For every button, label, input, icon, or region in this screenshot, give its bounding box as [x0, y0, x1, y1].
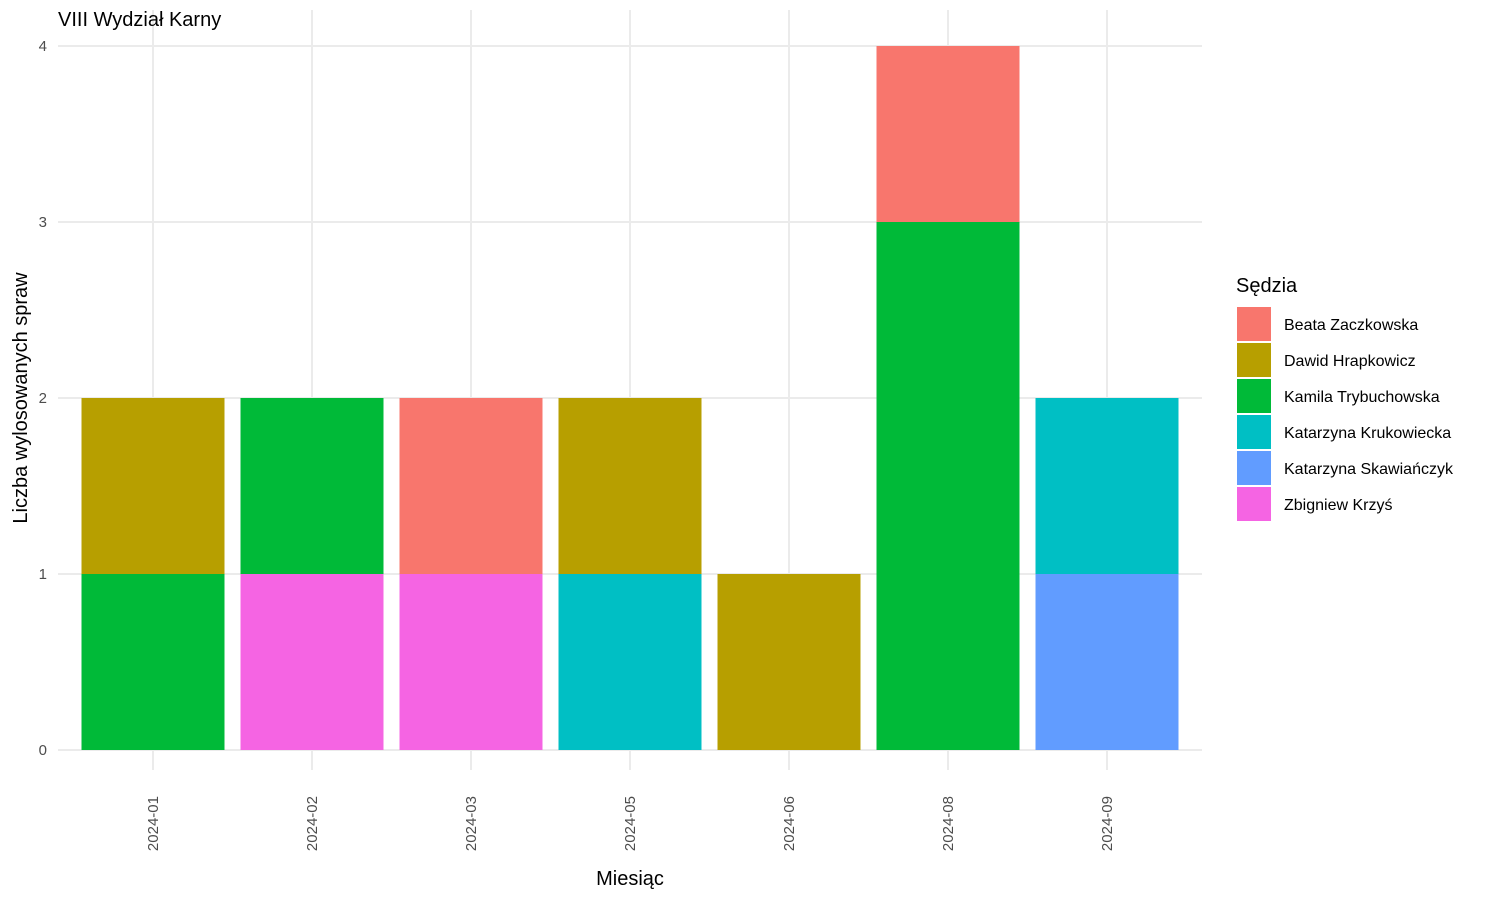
- legend-swatch: [1237, 307, 1271, 341]
- x-tick-label: 2024-09: [1099, 796, 1116, 851]
- x-axis-title: Miesiąc: [596, 868, 664, 890]
- x-tick-label: 2024-05: [622, 796, 639, 851]
- bar-segment: [717, 574, 861, 750]
- bar-segment: [876, 222, 1020, 750]
- bar-segment: [558, 398, 702, 574]
- legend-label: Dawid Hrapkowicz: [1284, 353, 1416, 370]
- y-tick-label: 1: [39, 566, 47, 583]
- legend-label: Kamila Trybuchowska: [1284, 389, 1440, 406]
- legend-label: Katarzyna Krukowiecka: [1284, 425, 1451, 442]
- legend-title: Sędzia: [1236, 275, 1298, 297]
- legend-swatch: [1237, 379, 1271, 413]
- y-tick-label: 4: [39, 38, 47, 55]
- legend-swatch: [1237, 451, 1271, 485]
- bar-segment: [399, 398, 543, 574]
- bar-segment: [876, 46, 1020, 222]
- bar-segment: [240, 574, 384, 750]
- legend-label: Beata Zaczkowska: [1284, 317, 1418, 334]
- x-tick-label: 2024-06: [781, 796, 798, 851]
- bars-layer: [81, 46, 1179, 750]
- legend-swatch: [1237, 415, 1271, 449]
- legend-label: Zbigniew Krzyś: [1284, 497, 1392, 514]
- x-tick-label: 2024-02: [304, 796, 321, 851]
- bar-segment: [81, 574, 225, 750]
- bar-segment: [399, 574, 543, 750]
- x-tick-label: 2024-01: [145, 796, 162, 851]
- bar-segment: [558, 574, 702, 750]
- bar-segment: [240, 398, 384, 574]
- y-tick-label: 3: [39, 214, 47, 231]
- legend-swatch: [1237, 487, 1271, 521]
- x-tick-label: 2024-08: [940, 796, 957, 851]
- legend-label: Katarzyna Skawiańczyk: [1284, 461, 1454, 478]
- legend-swatch: [1237, 343, 1271, 377]
- legend-items: Beata Zaczkowska Dawid Hrapkowicz Kamila T…: [1237, 307, 1454, 521]
- bar-segment: [1035, 398, 1179, 574]
- bar-segment: [1035, 574, 1179, 750]
- bar-segment: [81, 398, 225, 574]
- x-tick-label: 2024-03: [463, 796, 480, 851]
- x-axis-ticks: 2024-01 2024-02 2024-03 2024-05 2024-06 2024-…: [145, 796, 1116, 851]
- y-tick-label: 0: [39, 742, 47, 759]
- chart-title: VIII Wydział Karny: [58, 9, 221, 31]
- y-axis-title: Liczba wylosowanych spraw: [10, 272, 32, 524]
- y-axis-ticks: 0 1 2 3 4: [39, 38, 47, 759]
- y-tick-label: 2: [39, 390, 47, 407]
- legend: Sędzia Beata Zaczkowska Dawid Hrapkowicz K…: [1236, 275, 1454, 521]
